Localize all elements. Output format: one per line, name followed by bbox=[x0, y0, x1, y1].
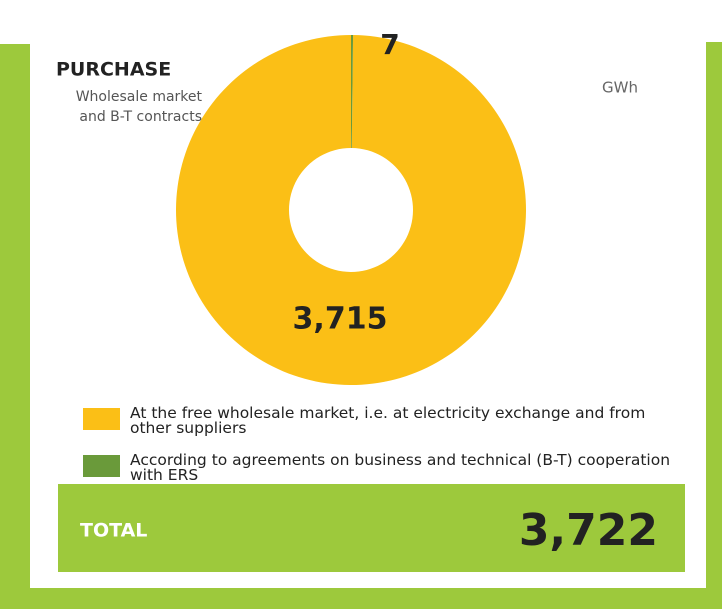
legend-label: At the free wholesale market, i.e. at el… bbox=[130, 404, 646, 437]
legend-swatch bbox=[83, 408, 120, 430]
unit: GWh bbox=[602, 79, 638, 97]
donut-slice bbox=[176, 35, 527, 385]
donut-slice bbox=[351, 35, 354, 149]
subtitle: Wholesale market and B-T contracts bbox=[75, 89, 202, 125]
panel-corner bbox=[0, 0, 30, 44]
panel-corner bbox=[706, 0, 722, 42]
total-bar bbox=[58, 484, 685, 572]
data-label: 7 bbox=[380, 28, 399, 61]
legend-swatch bbox=[83, 455, 120, 477]
total-label: TOTAL bbox=[80, 520, 147, 542]
chart-title: PURCHASE bbox=[56, 59, 171, 81]
data-label: 3,715 bbox=[293, 302, 388, 337]
total-value: 3,722 bbox=[519, 505, 658, 556]
legend-label: According to agreements on business and … bbox=[130, 451, 671, 484]
